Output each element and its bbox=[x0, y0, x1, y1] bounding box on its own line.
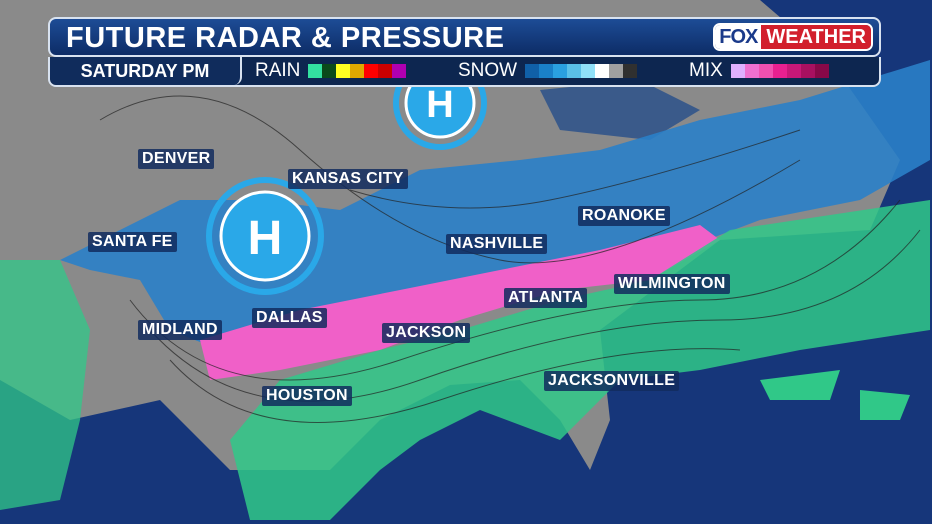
city-label: NASHVILLE bbox=[446, 234, 548, 254]
city-label: JACKSONVILLE bbox=[544, 371, 680, 391]
legend-swatch bbox=[336, 64, 351, 78]
legend-label: SNOW bbox=[458, 60, 518, 81]
legend-swatch bbox=[553, 64, 568, 78]
legend-swatch bbox=[322, 64, 337, 78]
legend-label: RAIN bbox=[255, 60, 301, 81]
legend-swatch bbox=[539, 64, 554, 78]
svg-text:H: H bbox=[248, 212, 283, 265]
legend-swatch bbox=[350, 64, 365, 78]
legend-swatch bbox=[609, 64, 624, 78]
city-label: WILMINGTON bbox=[614, 274, 730, 294]
title-bar: FUTURE RADAR & PRESSURE FOX WEATHER bbox=[48, 17, 881, 57]
great-lakes bbox=[540, 80, 700, 140]
legend-mix: MIX bbox=[689, 57, 829, 85]
legend-swatch bbox=[525, 64, 540, 78]
legend-swatch bbox=[744, 64, 759, 78]
legend-swatch bbox=[814, 64, 829, 78]
rain-area-atlantic bbox=[760, 370, 910, 420]
city-label: DALLAS bbox=[252, 308, 327, 328]
rain-area bbox=[230, 200, 930, 520]
time-label: SATURDAY PM bbox=[50, 57, 242, 85]
fox-weather-logo: FOX WEATHER bbox=[713, 23, 873, 51]
legend-label: MIX bbox=[689, 60, 723, 81]
legend-swatch bbox=[392, 64, 407, 78]
legend-swatch bbox=[730, 64, 745, 78]
legend-swatch bbox=[786, 64, 801, 78]
legend-rain: RAIN bbox=[255, 57, 407, 85]
legend-swatch bbox=[378, 64, 393, 78]
legend-swatch bbox=[758, 64, 773, 78]
city-label: MIDLAND bbox=[138, 320, 222, 340]
legend-snow: SNOW bbox=[458, 57, 638, 85]
city-label: ATLANTA bbox=[504, 288, 588, 308]
legend-swatch bbox=[364, 64, 379, 78]
city-label: DENVER bbox=[138, 149, 215, 169]
rain-area-west bbox=[0, 260, 90, 510]
legend-swatch bbox=[800, 64, 815, 78]
city-label: ROANOKE bbox=[578, 206, 670, 226]
city-label: HOUSTON bbox=[262, 386, 352, 406]
svg-text:H: H bbox=[426, 84, 453, 126]
city-label: KANSAS CITY bbox=[288, 169, 408, 189]
high-pressure-south: H bbox=[206, 177, 324, 295]
legend-swatch bbox=[567, 64, 582, 78]
legend-swatch bbox=[595, 64, 610, 78]
mix-area bbox=[200, 225, 720, 380]
legend-swatch bbox=[581, 64, 596, 78]
legend-swatch bbox=[772, 64, 787, 78]
legend-swatch bbox=[623, 64, 638, 78]
city-label: SANTA FE bbox=[88, 232, 177, 252]
legend-bar: SATURDAY PM RAIN SNOW MIX bbox=[48, 57, 881, 87]
city-label: JACKSON bbox=[382, 323, 471, 343]
page-title: FUTURE RADAR & PRESSURE bbox=[66, 22, 505, 54]
legend-swatch bbox=[308, 64, 323, 78]
